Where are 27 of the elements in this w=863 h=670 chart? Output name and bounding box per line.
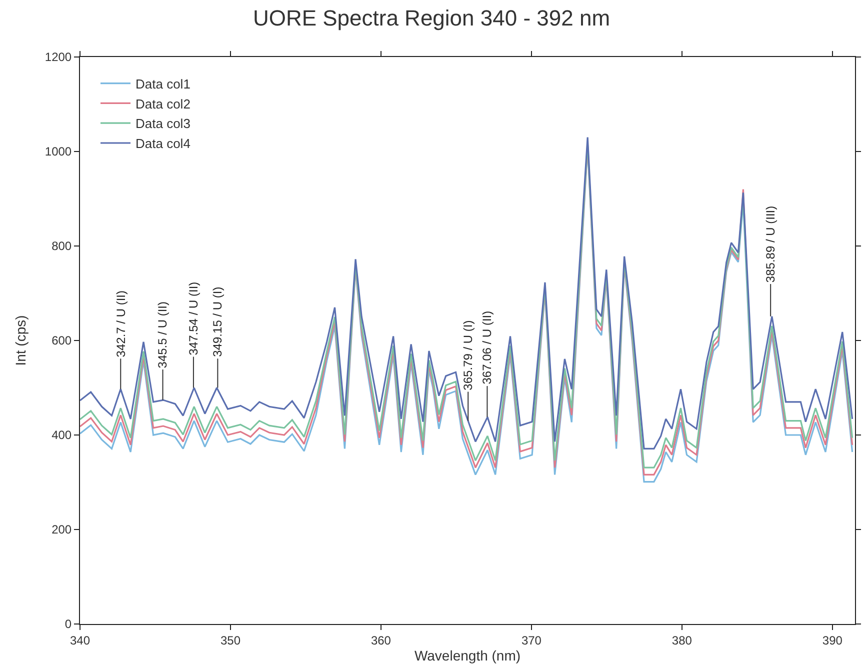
annotation: 342.7 / U (II) bbox=[114, 290, 128, 358]
y-tick-label: 0 bbox=[64, 617, 72, 632]
annotation: 367.06 / U (II) bbox=[480, 310, 494, 384]
annotation: 349.15 / U (I) bbox=[210, 286, 225, 357]
x-tick-label: 380 bbox=[672, 633, 692, 648]
y-tick-label: 1000 bbox=[44, 144, 72, 159]
x-axis-title: Wavelength (nm) bbox=[414, 648, 521, 664]
x-tick-label: 370 bbox=[521, 633, 542, 648]
chart-title: UORE Spectra Region 340 - 392 nm bbox=[252, 5, 610, 30]
annotation: 347.54 / U (II) bbox=[186, 282, 201, 356]
annotation: 385.89 / U (III) bbox=[764, 206, 778, 283]
legend-label: Data col2 bbox=[136, 96, 190, 112]
x-tick-label: 350 bbox=[220, 633, 241, 648]
annotation: 345.5 / U (II) bbox=[155, 302, 170, 368]
y-tick-label: 1200 bbox=[44, 50, 72, 64]
y-axis-title: Int (cps) bbox=[12, 315, 28, 366]
x-tick-label: 360 bbox=[370, 633, 392, 648]
x-tick-label: 340 bbox=[70, 633, 90, 648]
legend-label: Data col3 bbox=[136, 116, 190, 132]
y-tick-label: 400 bbox=[52, 428, 72, 442]
y-tick-label: 200 bbox=[52, 522, 72, 537]
y-tick-label: 800 bbox=[52, 239, 72, 254]
legend-label: Data col1 bbox=[136, 76, 190, 92]
legend-label: Data col4 bbox=[136, 136, 190, 152]
annotation: 365.79 / U (I) bbox=[460, 320, 475, 390]
x-tick-label: 390 bbox=[822, 633, 843, 648]
y-tick-label: 600 bbox=[52, 334, 72, 348]
